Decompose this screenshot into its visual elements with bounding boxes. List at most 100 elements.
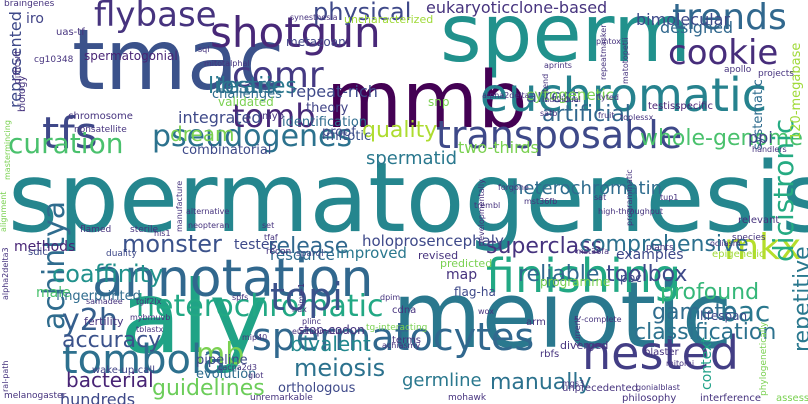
- word-sperm: sperm: [440, 0, 692, 80]
- word-meiosis: meiosis: [294, 354, 386, 382]
- word-aly: aly: [120, 259, 269, 376]
- word-giot: giot: [248, 371, 264, 380]
- word-iro: iro: [26, 11, 44, 27]
- word-trends: trends: [672, 0, 787, 38]
- word-high-throughput: high-throughput: [598, 207, 664, 216]
- word-developmentally: developmentally: [477, 179, 486, 246]
- word-mitotalphal: mitotalphal: [204, 59, 250, 68]
- word-duality: duality: [106, 249, 137, 259]
- word-sparql: sparql: [296, 249, 324, 259]
- word-mitomi: mitomi: [666, 359, 695, 368]
- word-manually: manually: [490, 370, 592, 395]
- word-tombola: tombola: [62, 337, 227, 383]
- word-physical: physical: [313, 0, 412, 26]
- word-5-complete: 5'-complete: [574, 315, 622, 324]
- word-alignment: alignment: [0, 191, 8, 232]
- word-monster: monster: [122, 230, 222, 258]
- word-fingerprinted: fingerprinted: [56, 289, 141, 304]
- word-release: release: [268, 234, 349, 259]
- word-comr: comr: [232, 55, 324, 96]
- word-coaffinity: coaffinity: [52, 260, 164, 288]
- word-finishing: finishing: [486, 249, 682, 303]
- word-spermatogenesis: spermatogenesis: [8, 142, 808, 254]
- word-curation: curation: [8, 127, 124, 160]
- word-profound: profound: [660, 280, 760, 305]
- word-euchromatic: euchromatic: [480, 68, 768, 122]
- word-spermatocytes: spermatocytes: [252, 315, 535, 359]
- word-mohawk: mohawk: [448, 393, 487, 403]
- word-aprints: aprints: [544, 61, 572, 70]
- word-ral-path: ral-path: [1, 360, 10, 393]
- word-proof: proof: [322, 125, 356, 140]
- word-comprehensive: comprehensive: [580, 232, 749, 257]
- word-pseudogenes: pseudogenes: [152, 119, 353, 154]
- word-tmac: tmac: [72, 11, 285, 109]
- word-sterile: sterile: [130, 225, 158, 235]
- word-dicistronic: dicistronic: [767, 118, 800, 262]
- word-classification: classification: [634, 320, 777, 345]
- word-fruit: fruit: [598, 111, 615, 120]
- word-alpha2delta3: alpha2delta3: [1, 247, 10, 300]
- word-map: map: [446, 267, 478, 283]
- word-bacterial: bacterial: [66, 368, 154, 392]
- word-unremarkable: unremarkable: [250, 393, 313, 403]
- word-testes: testes: [234, 237, 277, 253]
- word-gamete: gamete: [652, 300, 737, 325]
- word-male: male: [36, 285, 71, 301]
- word-pintox: pintox: [596, 37, 621, 46]
- word-trembl: trembl: [474, 201, 501, 210]
- word-context: context: [699, 337, 715, 390]
- word-handlers: handlers: [752, 145, 787, 154]
- word-cacna2d3: cacna2d3: [218, 363, 257, 372]
- word-two-thirds: two-thirds: [458, 138, 539, 157]
- word-bac: bac: [720, 295, 771, 328]
- word-species: species: [732, 233, 766, 243]
- word-current: current: [573, 317, 582, 346]
- word-plinc: plinc: [302, 317, 321, 326]
- word-mgs3: mgs3: [562, 379, 585, 388]
- word-philosophy: philosophy: [622, 393, 677, 404]
- word-synesthesia: synesthesia: [290, 13, 338, 22]
- word-alpha2delta: alpha2delta: [482, 91, 530, 100]
- word-accuracy: accuracy: [62, 328, 162, 353]
- word-lifespan: lifespan: [700, 309, 748, 323]
- word-toplessx: toplessx: [620, 113, 654, 122]
- word-toolbox: toolbox: [606, 262, 688, 287]
- word-combinatorial: combinatorial: [182, 143, 272, 158]
- word-tfaf: tfaf: [264, 233, 278, 242]
- word-spermatogonial: spermatogonial: [84, 49, 178, 63]
- word-programmatic: programmatic: [625, 169, 634, 226]
- word-repetitive: repetitive: [790, 246, 808, 352]
- word-testisspecific: testisspecific: [648, 101, 713, 112]
- word-pbc: pbc: [620, 271, 642, 285]
- word-achiasmy: achiasmy: [382, 341, 421, 350]
- word-ndx: ndx: [292, 305, 307, 314]
- word-wake-up-call: wake-up-call: [92, 365, 155, 376]
- word-mb: mb: [196, 337, 245, 372]
- word-manufacture: manufacture: [175, 180, 184, 232]
- word-validated: validated: [218, 95, 274, 109]
- word-cookie: cookie: [668, 33, 779, 73]
- word-spfs: spfs: [232, 293, 249, 302]
- word-repeat-rich: repeat-rich: [290, 82, 378, 101]
- word-sql: sql: [198, 45, 210, 54]
- word-sat: sat: [594, 193, 607, 202]
- word-tblastx: tblastx: [136, 325, 164, 334]
- word-holoprosencephaly: holoprosencephaly: [362, 232, 504, 250]
- word-stop-codon: stop-codon: [298, 323, 365, 337]
- word-cdna: cdna: [392, 305, 417, 316]
- word-flybase: flybase: [94, 0, 217, 35]
- word-mkx: mkx: [724, 227, 802, 268]
- word-heterochromatin: heterochromatin: [512, 178, 662, 199]
- word-annotation: annotation: [92, 249, 374, 309]
- word-y2h: y2h: [62, 303, 118, 338]
- word-quality: quality: [362, 118, 438, 143]
- word-alternative: alternative: [186, 207, 230, 216]
- word-evolution: evolution: [196, 367, 257, 382]
- word-phylogenetically: phylogenetically: [759, 321, 769, 396]
- word-satb: satb: [540, 109, 558, 118]
- word-euchromatin: euchromatin: [292, 327, 343, 336]
- word-identification: identification: [282, 115, 368, 130]
- word-difficult: difficult: [13, 50, 23, 84]
